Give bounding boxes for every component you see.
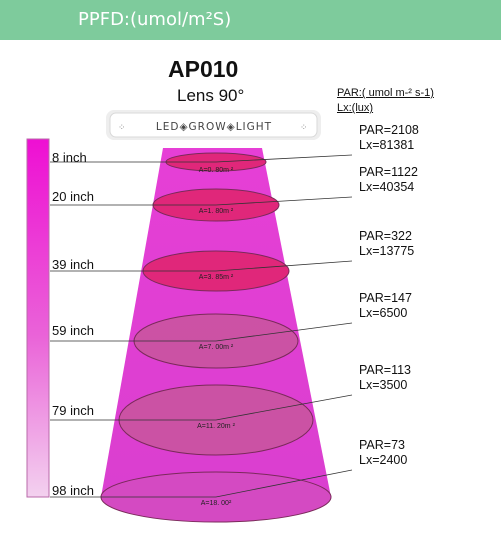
lux-value: Lx=3500 [359,378,407,392]
lux-value: Lx=81381 [359,138,414,152]
area-label: A=7. 00m ² [199,344,234,351]
lamp-led-dots-left: ⁘ [118,123,126,133]
lamp-label: LED◈GROW◈LIGHT [156,121,272,133]
area-label: A=18. 00² [201,500,232,507]
lux-value: Lx=13775 [359,244,414,258]
lux-value: Lx=40354 [359,180,414,194]
distance-label: 59 inch [52,323,94,338]
value-leader-line [215,260,353,272]
distance-label: 39 inch [52,257,94,272]
lens-angle: Lens 90° [177,86,245,105]
par-value: PAR=1122 [359,165,418,179]
distance-label: 79 inch [52,403,94,418]
value-leader-line [215,154,353,163]
area-label: A=3. 85m ² [199,274,234,281]
value-leader-line [215,322,353,342]
par-value: PAR=322 [359,229,412,243]
distance-label: 20 inch [52,189,94,204]
lux-value: Lx=6500 [359,306,407,320]
area-label: A=1. 80m ² [199,208,234,215]
value-leader-line [215,394,353,421]
par-value: PAR=113 [359,363,411,377]
legend-lx-unit: Lx:(lux) [337,102,374,114]
par-value: PAR=147 [359,291,412,305]
intensity-scale-bar [26,138,50,498]
lamp-led-dots-right: ⁘ [300,123,308,133]
value-leader-line [215,469,353,498]
distance-label: 8 inch [52,150,87,165]
distance-label: 98 inch [52,483,94,498]
area-label: A=0. 80m ² [199,167,234,174]
legend-par-unit: PAR:( umol m-² s-1) [337,87,434,99]
value-leader-line [215,196,353,206]
par-value: PAR=2108 [359,123,419,137]
par-value: PAR=73 [359,438,405,452]
grow-light-fixture: LED◈GROW◈LIGHT ⁘ ⁘ [106,110,321,140]
header-title: PPFD:(umol/m²S) [78,9,232,30]
lux-value: Lx=2400 [359,453,407,467]
area-label: A=11. 20m ² [197,423,235,430]
header-bar: PPFD:(umol/m²S) [0,0,501,40]
model-name: AP010 [168,56,239,82]
